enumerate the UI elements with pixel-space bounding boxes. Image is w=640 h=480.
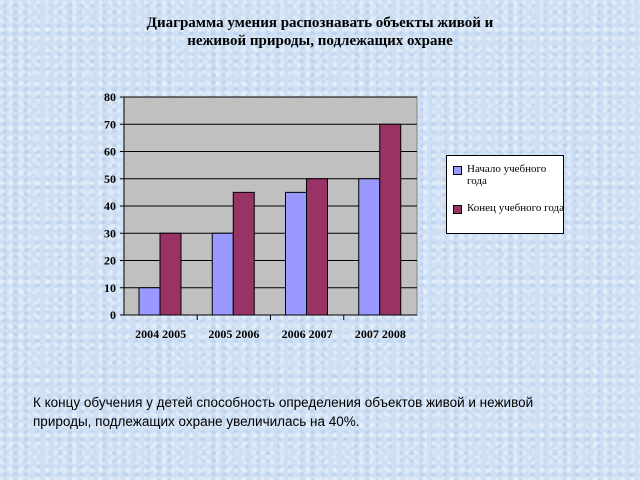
chart-title-line-2: неживой природы, подлежащих охране (187, 33, 453, 49)
chart-title-line-1: Диаграмма умения распознавать объекты жи… (146, 15, 494, 31)
chart-title: Диаграмма умения распознавать объекты жи… (0, 14, 640, 50)
bar (138, 287, 161, 316)
y-tick-label: 60 (104, 145, 116, 159)
bar (306, 178, 328, 316)
legend-item-start: Начало учебного года (453, 163, 565, 187)
y-tick-label: 20 (104, 254, 116, 268)
y-tick-label: 30 (104, 226, 116, 240)
y-tick-label: 70 (104, 117, 116, 131)
chart-legend: Начало учебного года Конец учебного года (446, 155, 564, 234)
bar (379, 123, 402, 316)
legend-label-end: Конец учебного года (467, 202, 564, 214)
x-tick-label: 2004 2005 (135, 327, 186, 341)
x-tick-label: 2006 2007 (282, 327, 333, 341)
legend-label-start: Начало учебного года (467, 163, 547, 187)
y-tick-label: 10 (104, 281, 116, 295)
x-tick-label: 2007 2008 (355, 327, 406, 341)
legend-swatch-end (453, 205, 462, 214)
bar (358, 178, 381, 316)
y-tick-label: 50 (104, 172, 116, 186)
bar (232, 191, 255, 316)
summary-caption: К концу обучения у детей способность опр… (33, 395, 534, 429)
bar (285, 191, 307, 316)
y-tick-label: 40 (104, 199, 116, 213)
bar (211, 232, 234, 316)
y-tick-label: 80 (104, 90, 116, 104)
x-tick-label: 2005 2006 (208, 327, 259, 341)
legend-item-end: Конец учебного года (453, 202, 565, 214)
bar (159, 232, 182, 316)
y-tick-label: 0 (110, 308, 116, 322)
legend-swatch-start (453, 166, 462, 175)
